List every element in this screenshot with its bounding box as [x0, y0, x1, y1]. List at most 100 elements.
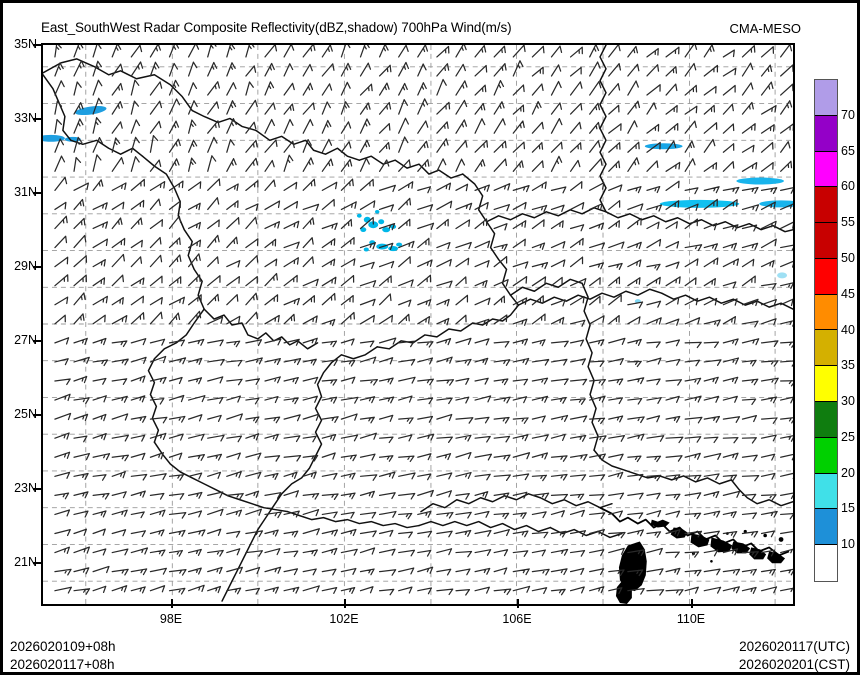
wind-barb [627, 416, 645, 424]
wind-barb [207, 256, 219, 268]
wind-barb [665, 551, 680, 558]
wind-barb [646, 185, 661, 194]
wind-barb [684, 452, 701, 460]
wind-barb [188, 377, 203, 385]
wind-barb [149, 135, 159, 153]
wind-barb [378, 275, 392, 287]
wind-barb [608, 415, 624, 423]
wind-barb [398, 455, 415, 463]
wind-barb [417, 549, 432, 557]
reflectivity-colorbar[interactable] [814, 79, 838, 582]
wind-barb [550, 414, 569, 422]
wind-barb [493, 359, 511, 366]
wind-barb [378, 141, 391, 153]
wind-barb [569, 121, 582, 134]
wind-barb [684, 45, 698, 58]
footer-init-time: 2026020109+08h [10, 639, 116, 654]
wind-barb [474, 45, 487, 58]
wind-barb [321, 101, 331, 115]
wind-barb [608, 160, 621, 172]
wind-barb [627, 120, 638, 134]
wind-barb [264, 455, 281, 462]
wind-barb [474, 567, 491, 575]
wind-barb [741, 62, 754, 77]
wind-barb [627, 492, 644, 500]
y-tick-label-21n: 21N [14, 555, 37, 569]
wind-barb [73, 102, 84, 115]
wind-barb [92, 238, 108, 249]
x-tick-102e [344, 599, 346, 608]
colorbar-swatch-2 [815, 151, 837, 188]
wind-barb [149, 219, 163, 230]
wind-barb [665, 567, 681, 575]
wind-barb [398, 492, 416, 500]
wind-barb [130, 375, 146, 383]
wind-barb [417, 453, 432, 461]
wind-barb [245, 180, 259, 191]
wind-barb [455, 377, 470, 385]
wind-barb [665, 436, 684, 444]
wind-barb [149, 416, 168, 424]
wind-barb [417, 140, 429, 153]
wind-barb [780, 100, 793, 115]
wind-barb [359, 298, 376, 307]
wind-barb [646, 300, 662, 308]
wind-barb [73, 234, 87, 249]
wind-barb [321, 493, 339, 500]
wind-barb [722, 242, 738, 251]
wind-barb [493, 416, 510, 424]
wind-barb [780, 396, 793, 404]
wind-barb [512, 452, 531, 460]
wind-barb [589, 222, 605, 230]
wind-barb [665, 261, 680, 269]
wind-barb [245, 508, 262, 516]
wind-barb [512, 297, 528, 306]
wind-barb [474, 218, 488, 230]
page-title: East_SouthWest Radar Composite Reflectiv… [41, 20, 512, 35]
wind-barb [684, 416, 703, 424]
wind-barb [627, 259, 642, 268]
wind-barb [359, 340, 375, 348]
map-plot-area[interactable] [41, 43, 795, 606]
wind-barb [646, 317, 662, 325]
wind-barb [226, 276, 240, 287]
wind-barb [512, 338, 529, 346]
wind-barb [780, 568, 793, 576]
wind-barb [378, 45, 389, 58]
wind-barb [646, 84, 661, 96]
wind-barb [703, 436, 719, 444]
wind-barb [646, 238, 662, 249]
wind-barb [111, 529, 127, 537]
wind-barb [665, 379, 683, 386]
wind-barb [207, 61, 218, 77]
wind-barb [646, 263, 661, 271]
wind-barb [569, 358, 587, 366]
wind-barb [569, 453, 588, 461]
wind-barb [359, 490, 375, 498]
wind-barb [188, 310, 202, 325]
wind-barb [722, 123, 735, 134]
wind-barb [73, 274, 87, 287]
wind-barb [73, 356, 90, 364]
wind-barb [302, 63, 313, 77]
wind-barb [417, 357, 434, 365]
wind-barb [188, 510, 203, 518]
wind-barb [302, 454, 319, 462]
wind-barb [264, 221, 281, 230]
wind-barb [398, 395, 413, 403]
wind-barb [703, 341, 720, 348]
wind-barb [54, 568, 72, 576]
wind-barb [436, 453, 452, 461]
wind-barb [207, 234, 220, 249]
wind-barb [550, 510, 565, 518]
wind-barb [245, 292, 258, 306]
wind-barb [646, 102, 657, 115]
wind-barb [722, 490, 741, 498]
wind-barb [302, 217, 315, 230]
wind-barb [207, 549, 224, 557]
wind-barb [283, 103, 295, 115]
wind-barb [54, 118, 63, 134]
wind-barb [589, 453, 606, 461]
wind-barb [226, 217, 240, 230]
wind-barb [283, 220, 300, 230]
